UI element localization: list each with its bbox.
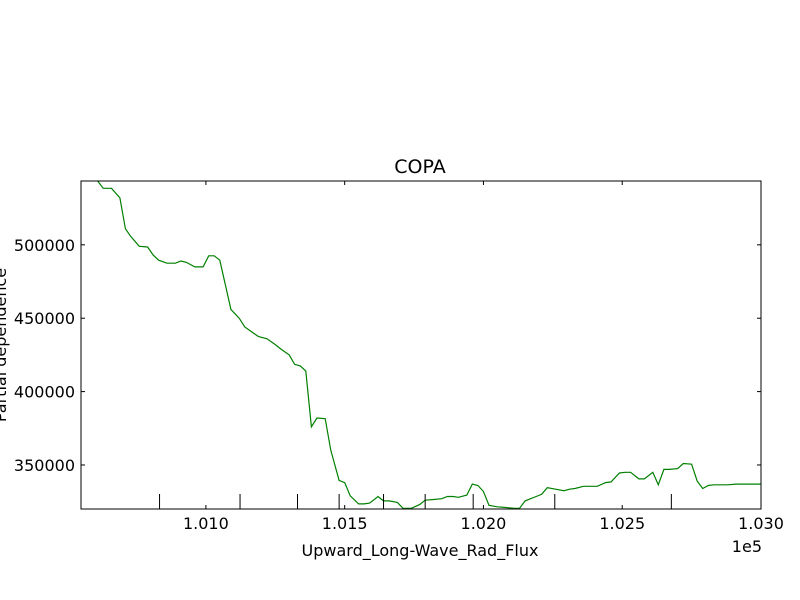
chart-title: COPA <box>394 156 445 178</box>
x-axis-offset-label: 1e5 <box>732 537 762 556</box>
y-tick-label-2: 450000 <box>14 309 75 328</box>
x-axis-title: Upward_Long-Wave_Rad_Flux <box>302 541 539 561</box>
x-tick-label-0: 1.010 <box>183 514 229 533</box>
x-tick-label-2: 1.020 <box>461 514 507 533</box>
x-tick-label-3: 1.025 <box>599 514 645 533</box>
y-tick-label-1: 400000 <box>14 383 75 402</box>
x-tick-label-1: 1.015 <box>322 514 368 533</box>
x-tick-label-4: 1.030 <box>738 514 784 533</box>
y-axis: 350000 400000 450000 500000 <box>14 236 761 475</box>
x-axis: 1.010 1.015 1.020 1.025 1.030 <box>183 181 784 533</box>
plot-area <box>97 181 761 509</box>
y-tick-label-3: 500000 <box>14 236 75 255</box>
y-axis-title: Partial dependence <box>0 268 10 422</box>
y-tick-label-0: 350000 <box>14 456 75 475</box>
plot-frame <box>80 180 762 510</box>
